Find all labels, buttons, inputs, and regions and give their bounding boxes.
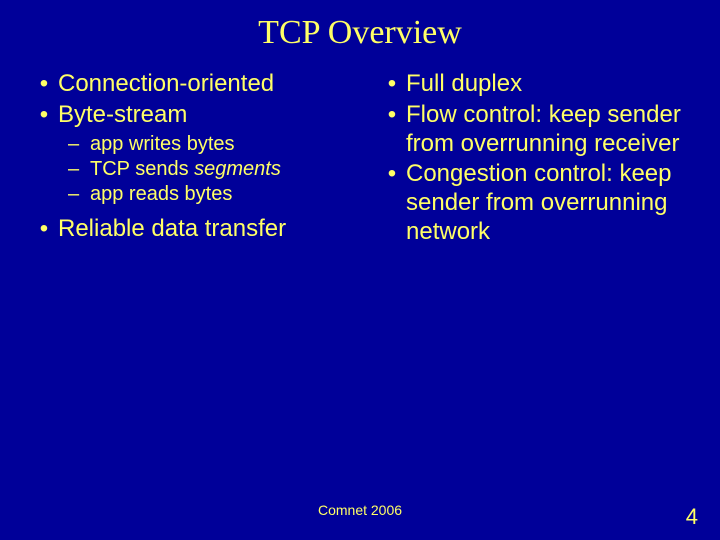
bullet-item: • Connection-oriented [30,70,360,99]
bullet-text: Reliable data transfer [58,215,360,244]
sub-bullet-item: – TCP sends segments [30,157,360,181]
bullet-item: • Reliable data transfer [30,215,360,244]
sub-bullet-item: – app reads bytes [30,182,360,206]
bullet-marker: • [378,160,406,246]
page-number: 4 [686,504,698,530]
bullet-marker: • [378,101,406,159]
sub-bullet-marker: – [68,132,90,156]
bullet-item: • Byte-stream [30,101,360,130]
right-column: • Full duplex • Flow control: keep sende… [360,70,690,249]
sub-bullet-text: TCP sends segments [90,157,360,181]
bullet-text: Congestion control: keep sender from ove… [406,160,690,246]
sub-bullet-marker: – [68,182,90,206]
bullet-item: • Congestion control: keep sender from o… [378,160,690,246]
footer-text: Comnet 2006 [0,502,720,518]
sub-bullet-text: app reads bytes [90,182,360,206]
sub-bullet-item: – app writes bytes [30,132,360,156]
bullet-text: Full duplex [406,70,690,99]
bullet-text: Connection-oriented [58,70,360,99]
bullet-marker: • [378,70,406,99]
bullet-text: Byte-stream [58,101,360,130]
sub-bullet-text: app writes bytes [90,132,360,156]
bullet-marker: • [30,215,58,244]
bullet-marker: • [30,101,58,130]
left-column: • Connection-oriented • Byte-stream – ap… [30,70,360,249]
bullet-item: • Full duplex [378,70,690,99]
bullet-marker: • [30,70,58,99]
content-columns: • Connection-oriented • Byte-stream – ap… [0,70,720,249]
bullet-text: Flow control: keep sender from overrunni… [406,101,690,159]
slide-title: TCP Overview [0,0,720,70]
bullet-item: • Flow control: keep sender from overrun… [378,101,690,159]
sub-bullet-marker: – [68,157,90,181]
